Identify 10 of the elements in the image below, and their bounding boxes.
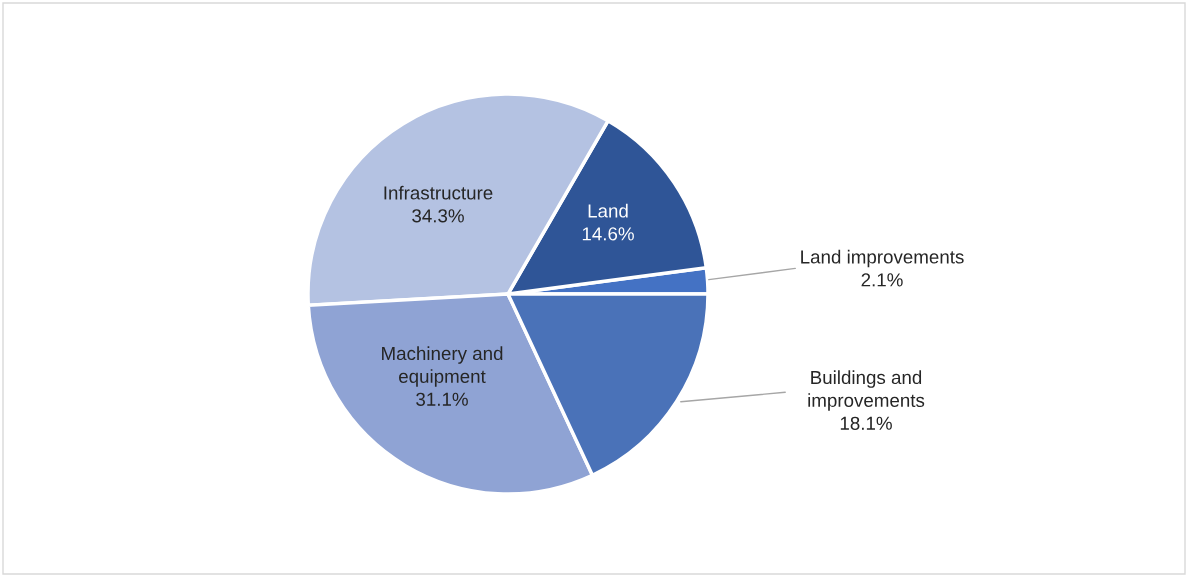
slice-label: Machinery and equipment <box>382 346 503 387</box>
data-label: 2.1% <box>861 273 903 287</box>
slice-label: Land <box>588 203 628 218</box>
data-label: 14.6% <box>582 227 634 241</box>
slice-label: Buildings and improvements <box>808 370 925 411</box>
data-label: 31.1% <box>416 392 468 406</box>
data-label: 34.3% <box>412 209 464 223</box>
data-label: 18.1% <box>840 416 892 430</box>
slice-label: Infrastructure <box>384 185 493 200</box>
slice-label: Land improvements <box>801 249 964 268</box>
